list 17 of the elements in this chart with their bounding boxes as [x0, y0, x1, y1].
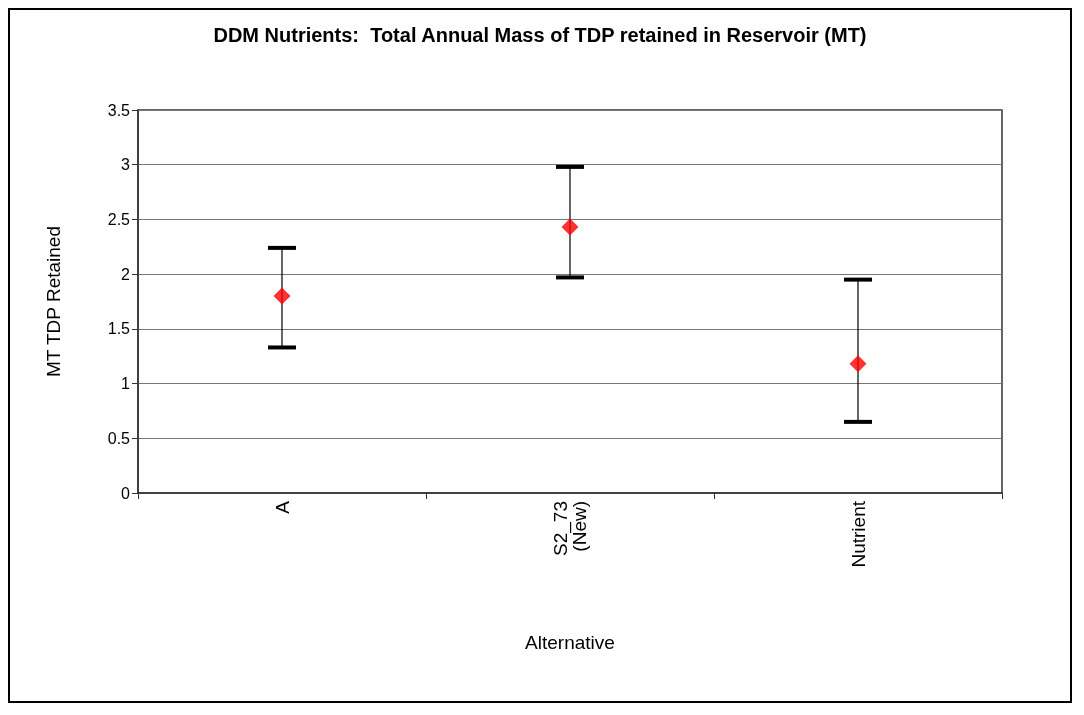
- y-tick-label: 2: [121, 265, 131, 283]
- y-tick-label: 1: [121, 375, 131, 393]
- x-tick-label: A: [271, 500, 293, 514]
- point: [849, 355, 867, 373]
- x-axis-title: Alternative: [525, 632, 615, 653]
- y-tick-label: 3.5: [107, 101, 131, 119]
- point: [273, 287, 291, 305]
- x-tick-label: S2_73 (New): [550, 501, 590, 556]
- x-tick-label: Nutrient: [847, 500, 869, 568]
- y-tick-label: 2.5: [107, 210, 131, 228]
- y-axis-title: MT TDP Retained: [43, 225, 64, 378]
- y-tick-label: 0.5: [107, 429, 131, 447]
- point: [561, 218, 579, 236]
- y-tick-label: 1.5: [107, 320, 131, 338]
- y-tick-label: 0: [121, 484, 131, 502]
- chart-title: DDM Nutrients: Total Annual Mass of TDP retained in Reservoir (MT): [213, 24, 867, 46]
- y-tick-label: 3: [121, 156, 131, 174]
